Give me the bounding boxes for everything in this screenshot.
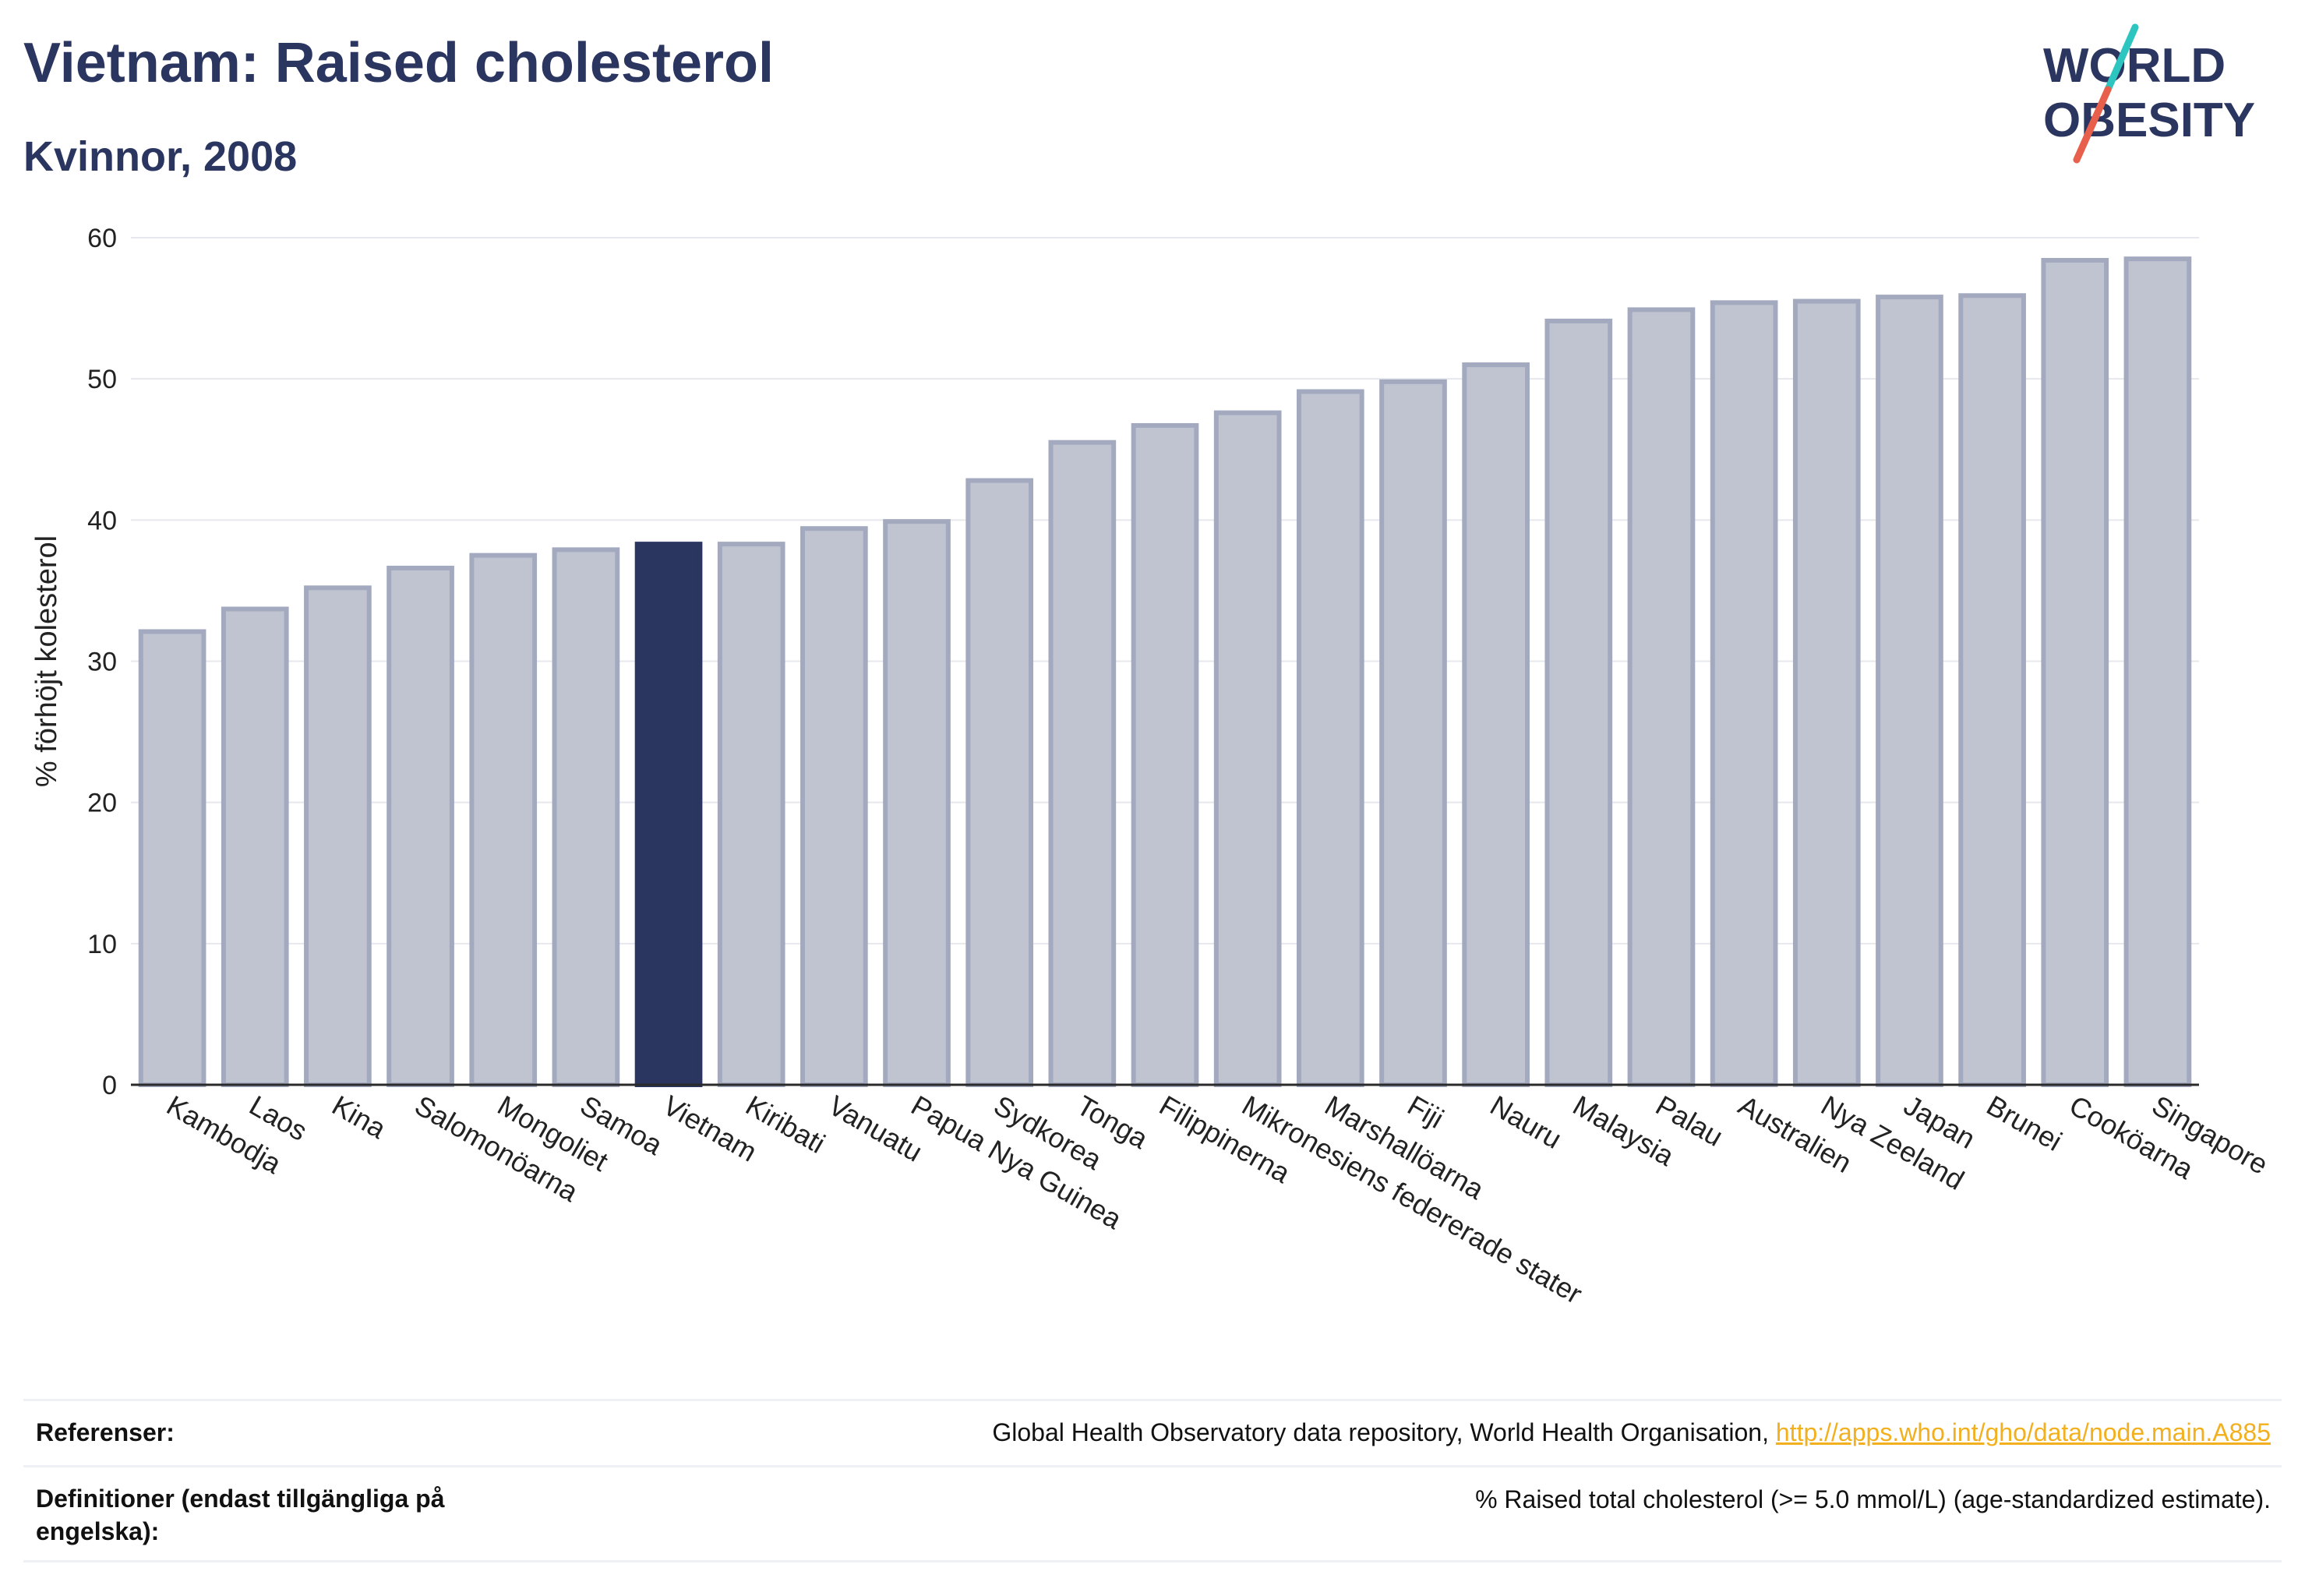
y-tick-label: 10 (87, 930, 117, 959)
chart-title: Vietnam: Raised cholesterol (23, 32, 774, 94)
y-tick-label: 60 (87, 224, 117, 253)
bar-nya-zeeland[interactable] (1792, 298, 1861, 1087)
x-tick-label: Fiji (1402, 1089, 1449, 1134)
x-tick-label: Vietnam (658, 1089, 762, 1167)
bar-fiji[interactable] (1379, 379, 1447, 1088)
bar-kina[interactable] (304, 585, 372, 1087)
bar-tonga[interactable] (1048, 440, 1117, 1087)
y-tick-label: 30 (87, 648, 117, 677)
bar-cooköarna[interactable] (2041, 257, 2109, 1087)
bar-nauru[interactable] (1462, 362, 1530, 1087)
references-label: Referenser: (36, 1418, 175, 1446)
references-source: Global Health Observatory data repositor… (992, 1418, 1776, 1446)
x-tick-label: Vanuatu (823, 1089, 927, 1167)
y-axis-ticks: 0 10 20 30 40 50 60 (87, 224, 117, 1100)
x-tick-label: Nauru (1485, 1089, 1567, 1155)
bar-mongoliet[interactable] (469, 553, 538, 1087)
x-tick-label: Brunei (1982, 1089, 2068, 1157)
y-axis-label: % förhöjt kolesterol (30, 535, 63, 787)
y-tick-label: 50 (87, 365, 117, 394)
logo-slash-coral (2073, 86, 2112, 164)
references-text: Global Health Observatory data repositor… (992, 1418, 2271, 1447)
bar-kambodja[interactable] (138, 629, 206, 1087)
logo-line2: OBESITY (2043, 94, 2255, 147)
bar-vanuatu[interactable] (800, 526, 868, 1087)
chart-subtitle: Kvinnor, 2008 (23, 133, 298, 180)
y-tick-label: 20 (87, 789, 117, 818)
bar-vietnam[interactable] (634, 542, 703, 1087)
bar-marshallöarna[interactable] (1296, 389, 1364, 1087)
bar-japan[interactable] (1876, 295, 1943, 1087)
bar-malaysia[interactable] (1544, 318, 1613, 1088)
bar-papua-nya-guinea[interactable] (883, 519, 951, 1087)
footer-divider-top (23, 1399, 2282, 1401)
logo-line1: WORLD (2043, 39, 2226, 93)
y-tick-label: 40 (87, 506, 117, 535)
bar-palau[interactable] (1627, 307, 1696, 1087)
bar-samoa[interactable] (552, 547, 620, 1087)
definitions-text: % Raised total cholesterol (>= 5.0 mmol/… (1475, 1485, 2271, 1513)
bar-kiribati[interactable] (717, 542, 785, 1087)
footer-divider-bottom (23, 1560, 2282, 1562)
bar-laos[interactable] (221, 606, 289, 1087)
bar-brunei[interactable] (1958, 293, 2026, 1087)
references-link[interactable]: http://apps.who.int/gho/data/node.main.A… (1775, 1418, 2271, 1446)
footer-divider-middle (23, 1465, 2282, 1467)
definitions-label: Definitioner (endast tillgängliga på eng… (36, 1485, 445, 1545)
y-tick-label: 0 (102, 1071, 117, 1100)
bar-sydkorea[interactable] (965, 478, 1034, 1087)
bar-filippinerna[interactable] (1131, 422, 1199, 1087)
bar-mikronesiens-federerade-stater[interactable] (1213, 410, 1282, 1087)
bar-salomonöarna[interactable] (387, 565, 454, 1087)
bars (138, 256, 2192, 1088)
logo-slash-teal (2104, 23, 2139, 94)
bar-singapore[interactable] (2123, 256, 2192, 1087)
world-obesity-logo: WORLD OBESITY (2043, 23, 2255, 164)
x-tick-label: Kina (327, 1089, 392, 1145)
bar-australien[interactable] (1710, 300, 1778, 1087)
